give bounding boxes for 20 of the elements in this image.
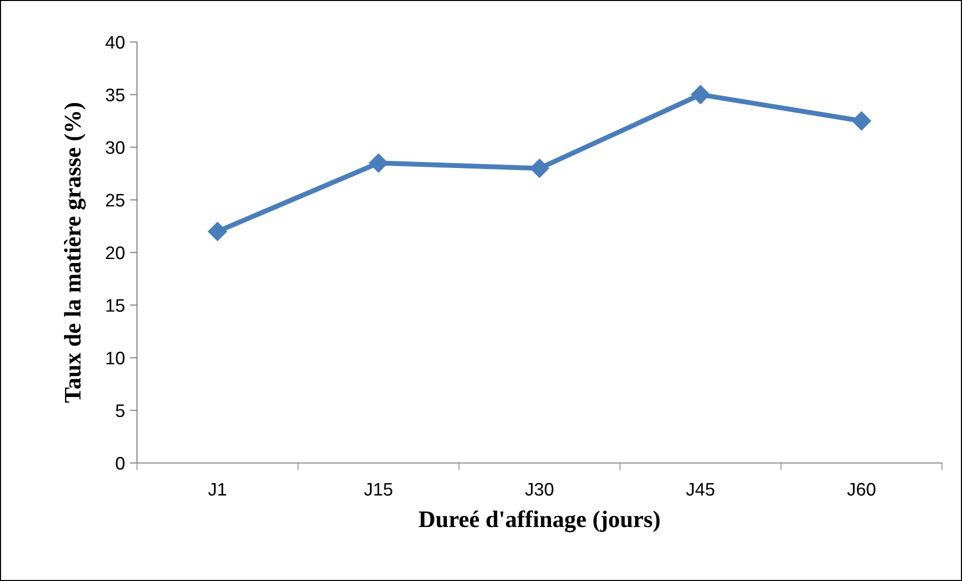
point	[690, 85, 710, 104]
y-tick-label: 15	[106, 299, 124, 312]
x-tick-label: J15	[364, 483, 392, 496]
y-axis-title: Taux de la matière grasse (%)	[64, 103, 86, 403]
x-tick-label: J60	[847, 482, 876, 496]
x-tick-label: J45	[686, 483, 714, 496]
point	[368, 154, 388, 173]
y-tick-label: 0	[116, 456, 124, 470]
point	[852, 111, 872, 130]
y-tick-label: 30	[106, 141, 124, 154]
y-tick-label: 25	[106, 194, 124, 207]
y-tick-label: 10	[106, 352, 124, 364]
y-tick-label: 5	[116, 404, 124, 418]
x-tick-label: J30	[525, 482, 554, 496]
x-axis-title: Dureé d'affinage (jours)	[418, 510, 660, 532]
x-tick-label: J1	[208, 483, 226, 496]
point	[208, 222, 228, 241]
y-tick-label: 35	[106, 88, 124, 102]
y-tick-label: 40	[106, 36, 124, 49]
y-tick-label: 20	[106, 246, 124, 260]
